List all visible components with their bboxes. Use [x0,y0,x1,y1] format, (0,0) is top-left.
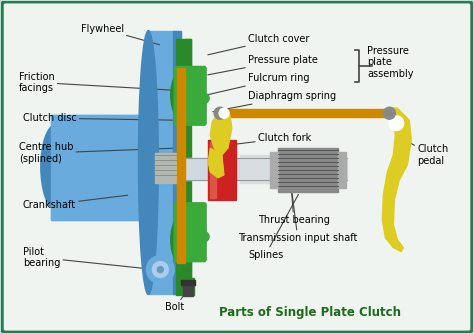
Bar [337,152,346,188]
Text: Flywheel: Flywheel [81,24,160,45]
Circle shape [214,107,226,119]
Ellipse shape [41,125,71,209]
Bar [210,142,216,198]
Ellipse shape [138,31,158,295]
Text: Fulcrum ring: Fulcrum ring [208,73,310,95]
Text: Clutch cover: Clutch cover [208,33,310,55]
Text: Splines: Splines [248,194,299,260]
Text: Centre hub
(splined): Centre hub (splined) [19,142,174,164]
Text: Thrust bearing: Thrust bearing [258,173,330,225]
Circle shape [199,232,209,242]
Bar [173,31,181,295]
Bar [216,109,393,117]
FancyBboxPatch shape [2,2,472,332]
Circle shape [383,107,395,119]
Circle shape [157,267,164,273]
Text: Friction
facings: Friction facings [19,71,173,93]
Text: Pilot
bearing: Pilot bearing [23,247,153,269]
Bar [176,278,194,296]
FancyBboxPatch shape [174,203,206,262]
Bar [155,153,177,183]
Bar [208,140,236,200]
Text: Bolt: Bolt [165,292,187,312]
Text: Clutch disc: Clutch disc [23,113,174,123]
Bar [278,148,337,192]
Text: Clutch
pedal: Clutch pedal [398,136,448,166]
Bar [51,115,160,220]
Circle shape [146,256,174,284]
Bar [181,280,195,285]
Circle shape [199,93,209,103]
Polygon shape [383,107,411,252]
Text: Clutch fork: Clutch fork [231,133,311,145]
Text: Parts of Single Plate Clutch: Parts of Single Plate Clutch [219,306,401,319]
Bar [240,155,339,183]
Text: Crankshaft: Crankshaft [23,195,128,210]
Text: Diaphragm spring: Diaphragm spring [213,91,336,112]
Bar [183,283,193,297]
Bar [270,152,278,188]
Circle shape [219,108,229,118]
Text: Pressure plate: Pressure plate [208,55,318,75]
Bar [176,38,191,98]
FancyBboxPatch shape [174,66,206,125]
Circle shape [389,116,403,130]
Circle shape [152,262,168,278]
Text: Transmission input shaft: Transmission input shaft [238,178,357,243]
Bar [177,68,185,263]
Bar [51,115,150,220]
Bar [177,158,346,180]
Bar [185,38,191,285]
Polygon shape [210,108,232,155]
Bar [176,225,191,285]
Polygon shape [208,148,224,178]
Text: Pressure
plate
assembly: Pressure plate assembly [367,46,414,79]
Bar [148,31,176,295]
